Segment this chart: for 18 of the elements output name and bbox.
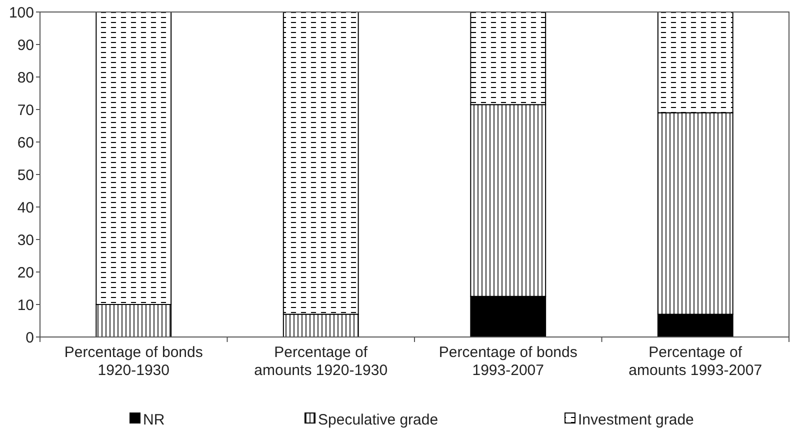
x-tick-label: Percentage of amounts 1920-1930: [254, 344, 388, 379]
y-tick-label: 100: [8, 4, 34, 22]
y-tick-label: 50: [17, 166, 34, 184]
x-tick-label: Percentage of amounts 1993-2007: [628, 344, 762, 379]
x-tick-label: Percentage of bonds 1993-2007: [438, 344, 578, 379]
y-tick-label: 10: [17, 296, 34, 314]
legend-label: NR: [143, 411, 165, 428]
y-tick-label: 80: [17, 69, 34, 86]
y-tick-label: 60: [17, 134, 34, 152]
y-tick-label: 20: [17, 264, 34, 282]
y-tick-label: 0: [26, 329, 34, 346]
legend-label: Investment grade: [578, 411, 694, 428]
y-tick-label: 70: [17, 102, 34, 119]
y-tick-label: 40: [17, 199, 34, 216]
x-tick-label: Percentage of bonds 1920-1930: [64, 344, 203, 379]
y-tick-label: 30: [17, 232, 34, 249]
y-tick-label: 90: [17, 36, 34, 54]
legend-label: Speculative grade: [318, 411, 438, 428]
